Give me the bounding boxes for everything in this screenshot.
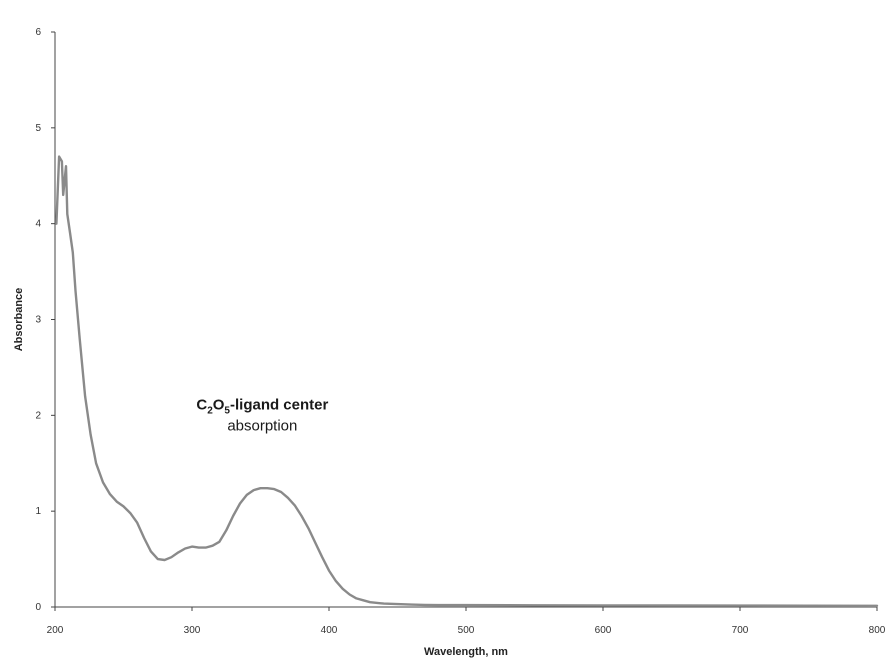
x-tick-label: 700 <box>732 625 749 636</box>
y-tick-label: 6 <box>35 27 41 38</box>
x-tick-label: 600 <box>595 625 612 636</box>
y-tick-label: 2 <box>35 410 41 421</box>
annotation-sub-2: 2 <box>207 405 213 416</box>
x-tick-label: 400 <box>321 625 338 636</box>
annotation-c: C <box>196 396 207 413</box>
annotation-o: O <box>213 396 225 413</box>
absorbance-series-line <box>55 155 879 607</box>
x-tick-label: 300 <box>184 625 201 636</box>
y-tick-label: 3 <box>35 315 41 326</box>
annotation-line-2: absorption <box>227 417 297 434</box>
y-tick-label: 1 <box>35 506 41 517</box>
x-tick-label: 200 <box>47 625 64 636</box>
x-tick-label: 800 <box>869 625 886 636</box>
x-tick-label: 500 <box>458 625 475 636</box>
y-tick-label: 0 <box>35 602 41 613</box>
y-tick-label: 5 <box>35 123 41 134</box>
x-axis-title: Wavelength, nm <box>424 646 508 658</box>
y-tick-label: 4 <box>35 219 41 230</box>
x-ticks: 200 300 400 500 600 700 800 <box>47 607 886 636</box>
annotation-suffix: -ligand center <box>230 396 329 413</box>
y-ticks: 0 1 2 3 4 5 6 <box>35 27 55 613</box>
annotation-sub-5: 5 <box>224 405 230 416</box>
y-axis-title: Absorbance <box>13 288 25 352</box>
annotation-line-1: C2O5-ligand center <box>196 396 328 416</box>
